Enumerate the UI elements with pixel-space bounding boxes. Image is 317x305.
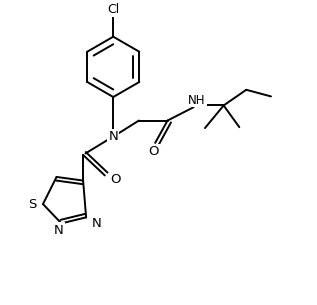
Text: N: N xyxy=(92,217,101,230)
Text: O: O xyxy=(149,145,159,158)
Text: NH: NH xyxy=(188,94,206,106)
Text: N: N xyxy=(54,224,64,236)
Text: S: S xyxy=(28,198,36,210)
Text: Cl: Cl xyxy=(107,3,120,16)
Text: N: N xyxy=(108,130,118,143)
Text: O: O xyxy=(110,173,121,185)
